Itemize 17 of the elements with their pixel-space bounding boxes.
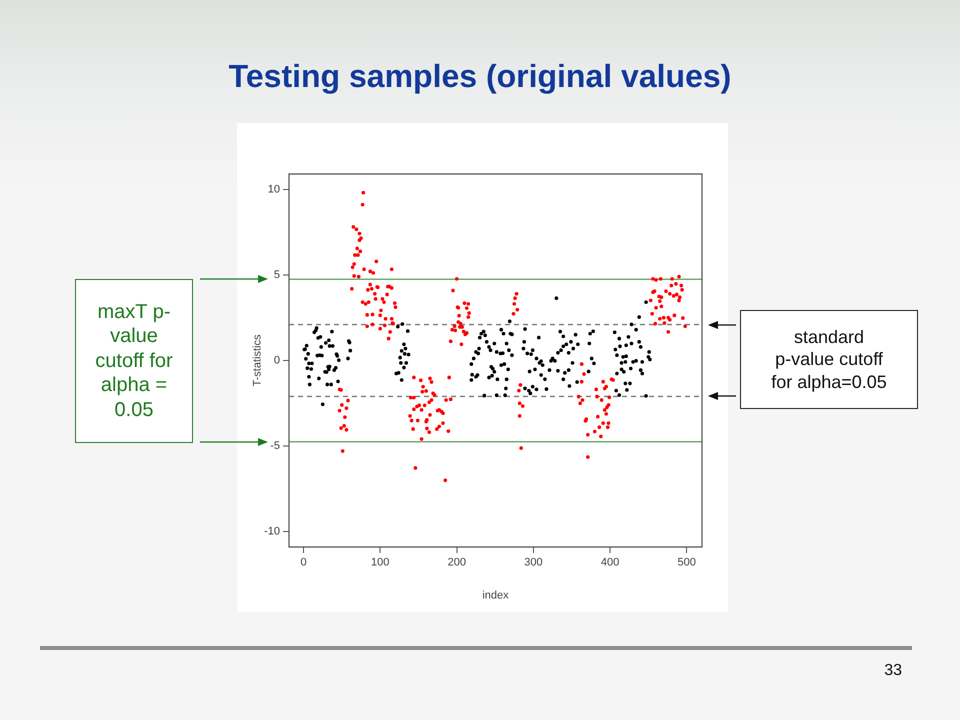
chart-title: Testing samples (original values) [228,58,732,95]
y-tick-label: -5 [270,440,280,452]
x-tick-label: 300 [524,556,543,569]
x-tick-label: 400 [600,556,620,569]
y-tick-label: -10 [264,526,280,538]
y-tick-label: 10 [268,183,280,196]
text: 33 [884,662,902,680]
x-tick-label: 500 [677,556,696,569]
y-tick-label: 0 [274,354,280,367]
text: maxT p-value cutoff for alpha = 0.05 [75,279,193,443]
x-axis-title: index [482,589,510,602]
y-axis-title: T-statistics [252,334,264,386]
y-tick-label: 5 [274,268,280,281]
text: standard p-value cutoff for alpha=0.05 [771,326,887,392]
x-tick-label: 0 [300,556,307,569]
x-tick-label: 200 [448,556,466,569]
x-tick-label: 100 [371,556,390,569]
